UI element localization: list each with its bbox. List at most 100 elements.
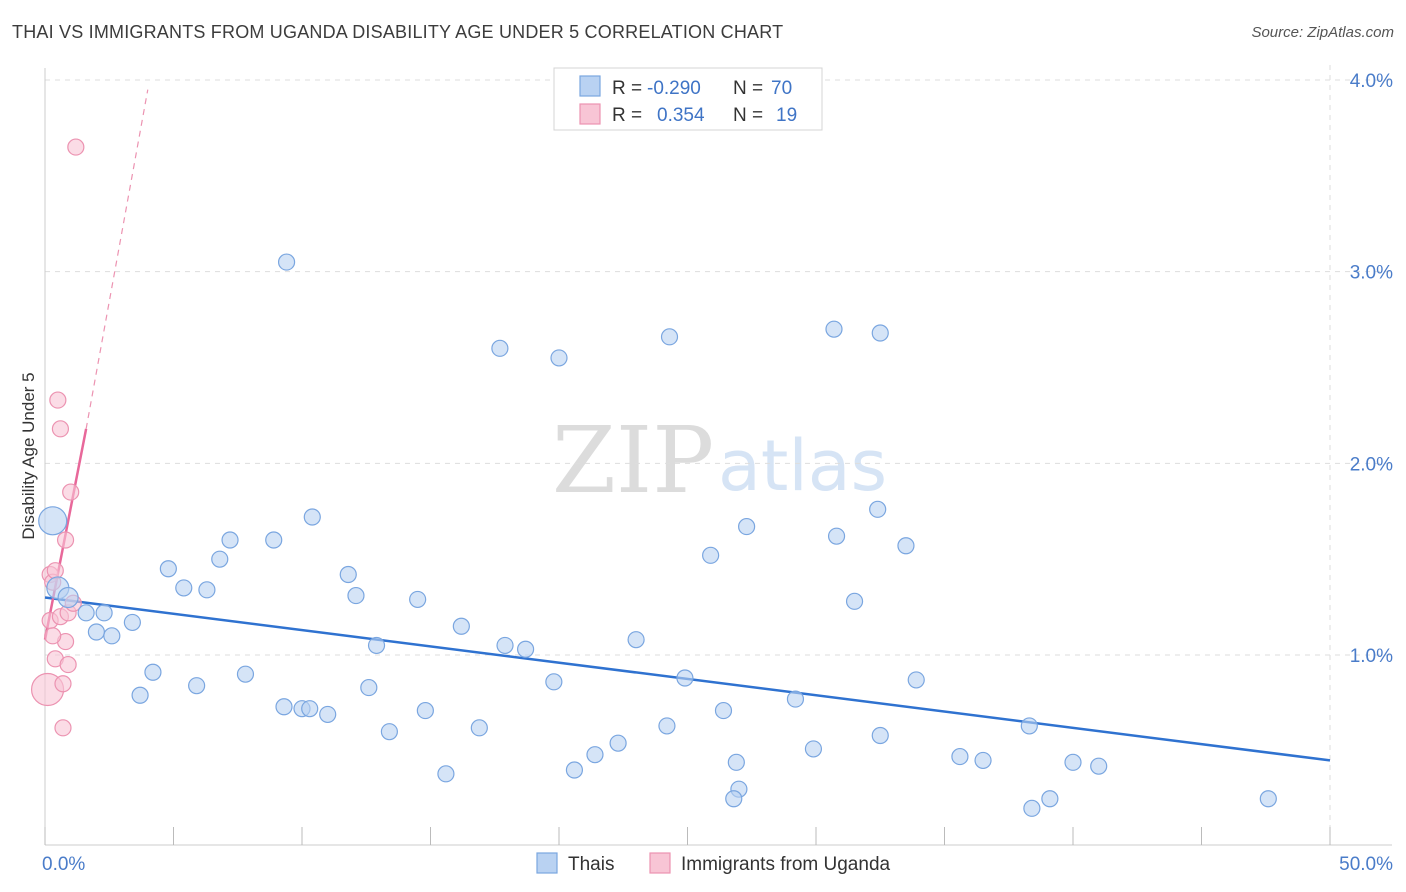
thais-point [951,747,969,766]
thais-point [1090,757,1108,775]
uganda-n-label: N = [733,105,763,126]
thais-point [211,550,229,568]
thais-point [725,790,743,808]
uganda-n-value: 19 [776,105,797,126]
thais-point [660,328,679,346]
thais-point [738,517,756,536]
thais-point [188,677,206,695]
series-legend: Thais Immigrants from Uganda [536,852,891,875]
y-tick-label: 2.0% [1350,454,1393,475]
thais-point [38,506,68,536]
thais-point [144,663,162,681]
thais-point [416,701,434,720]
thais-point [702,546,720,564]
y-tick-labels: 1.0% 2.0% 3.0% 4.0% [1350,71,1393,667]
thais-point [265,531,283,549]
thais-point [586,746,604,764]
thais-point [131,686,149,704]
thais-point [545,673,563,691]
uganda-point [49,391,67,409]
watermark: ZIP atlas [552,407,887,514]
thais-point [496,636,514,655]
thais-point [516,640,535,658]
thais-n-value: 70 [771,78,792,99]
source-credit: Source: ZipAtlas.com [1251,24,1394,41]
y-tick-label: 3.0% [1350,263,1393,284]
thais-point [360,678,378,697]
thais-point [714,701,733,720]
thais-point [303,508,321,526]
thais-point [380,723,398,741]
watermark-atlas: atlas [718,425,887,507]
legend-thais-label: Thais [568,854,614,875]
thais-point [550,349,568,367]
thais-point [827,527,846,545]
thais-point [845,592,864,610]
uganda-legend-swatch [579,103,601,125]
y-tick-label: 4.0% [1350,71,1393,92]
thais-point [897,537,915,555]
uganda-point [67,138,85,156]
thais-point [907,671,925,689]
thais-point [627,631,645,649]
thais-r-label: R = [612,78,642,99]
chart-title: THAI VS IMMIGRANTS FROM UGANDA DISABILIT… [12,22,784,42]
legend-thais-swatch [536,852,558,874]
thais-point [95,604,113,622]
thais-point [275,698,293,716]
uganda-point [51,420,70,438]
uganda-point [46,562,64,580]
uganda-point [54,719,72,737]
thais-point [77,604,95,622]
thais-point [658,717,676,735]
thais-points [38,253,1277,817]
uganda-point [59,655,77,674]
legend-uganda-label: Immigrants from Uganda [681,854,891,875]
thais-point [57,586,79,609]
thais-point [470,719,488,737]
thais-point [301,700,319,718]
thais-point [87,623,106,641]
thais-n-label: N = [733,78,763,99]
thais-point [452,617,470,635]
thais-point [786,690,805,708]
thais-point [974,751,992,770]
thais-point [1064,753,1082,771]
thais-point [609,734,627,752]
uganda-point [54,675,72,693]
x-tick-label-min: 0.0% [42,854,85,875]
x-tick-label-max: 50.0% [1339,854,1393,875]
thais-point [825,320,843,338]
uganda-points [30,138,85,737]
uganda-r-label: R = [612,105,642,126]
thais-point [871,324,889,342]
uganda-point [56,531,75,549]
thais-point [676,669,694,687]
axes [44,68,1392,846]
gridlines [45,65,1392,845]
thais-point [1259,790,1277,808]
thais-point [1020,717,1038,735]
thais-point [1023,799,1041,817]
stats-legend: R = -0.290 N = 70 R = 0.354 N = 19 [553,67,823,131]
watermark-zip: ZIP [552,407,714,514]
y-tick-label: 1.0% [1350,646,1393,667]
legend-uganda-swatch [649,852,671,874]
thais-point [871,726,889,745]
thais-point [236,665,255,683]
thais-point [198,581,216,599]
thais-point [1041,790,1059,808]
thais-point [727,753,745,771]
thais-point [367,636,386,655]
uganda-point [44,627,62,645]
thais-point [221,531,239,549]
thais-point [437,765,455,783]
x-tick-labels: 0.0% 50.0% [42,854,1393,875]
thais-point [103,627,121,645]
thais-point [804,740,823,758]
uganda-trend-extension [85,89,149,429]
thais-point [277,253,296,271]
thais-point [175,579,193,597]
thais-point [123,613,141,632]
